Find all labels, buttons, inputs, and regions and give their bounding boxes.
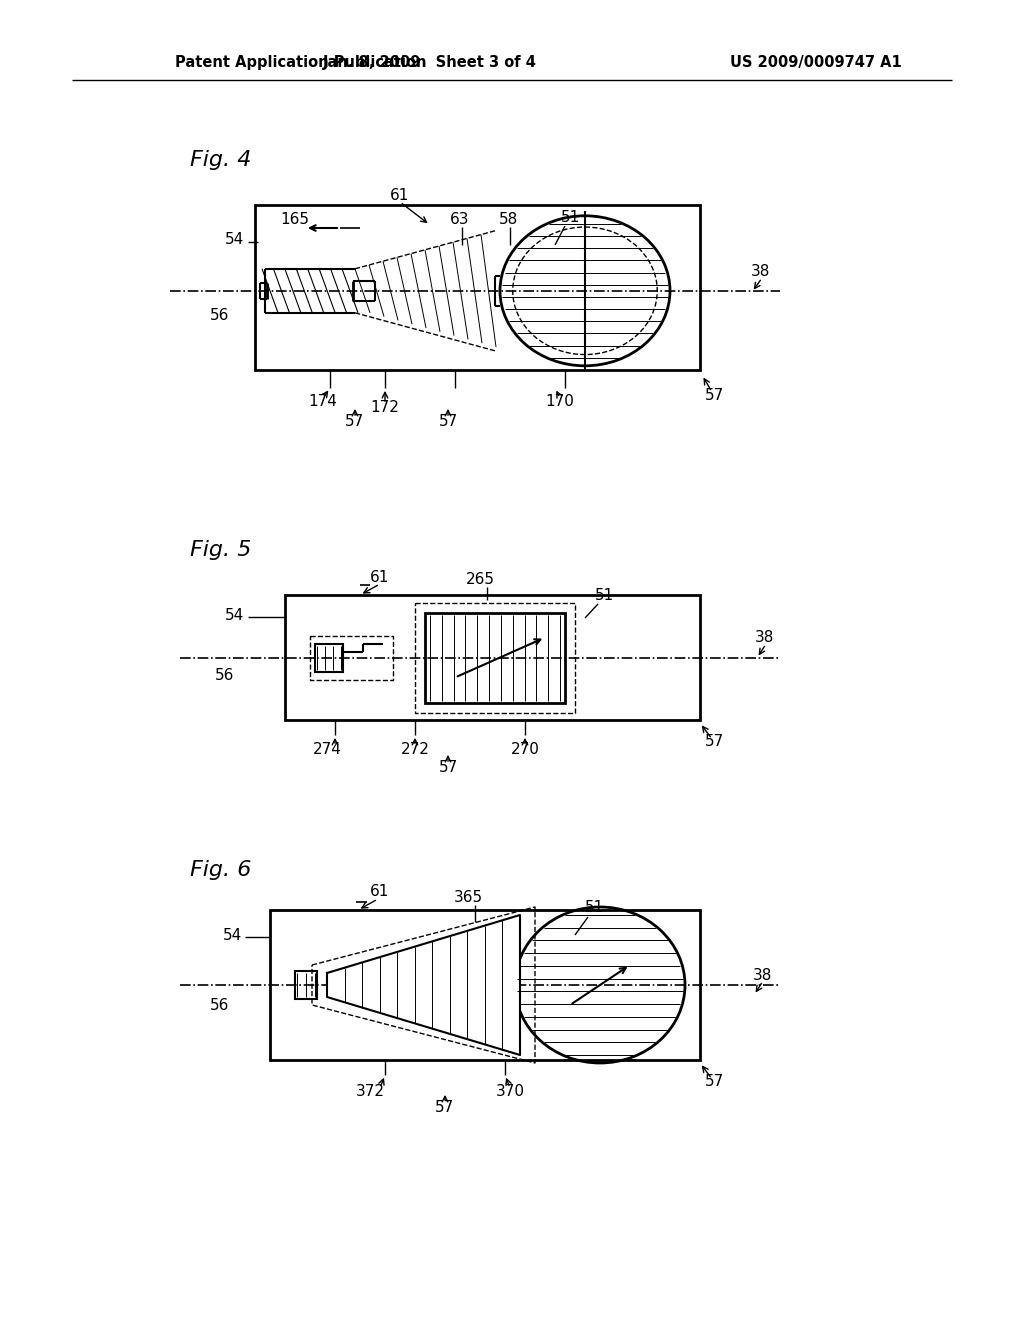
Bar <box>255 205 700 370</box>
Text: 57: 57 <box>345 414 365 429</box>
Text: 63: 63 <box>451 213 470 227</box>
Text: Fig. 5: Fig. 5 <box>190 540 251 560</box>
Text: 56: 56 <box>210 308 229 322</box>
Text: Fig. 6: Fig. 6 <box>190 861 251 880</box>
Text: 51: 51 <box>560 210 580 224</box>
Text: 57: 57 <box>435 1100 455 1114</box>
Text: Fig. 4: Fig. 4 <box>190 150 251 170</box>
Text: 38: 38 <box>756 631 775 645</box>
Bar <box>310 635 393 680</box>
Text: 274: 274 <box>312 742 341 758</box>
Text: 172: 172 <box>371 400 399 416</box>
Text: 61: 61 <box>390 187 410 202</box>
Bar <box>425 612 565 702</box>
Text: 61: 61 <box>371 570 390 586</box>
Text: 365: 365 <box>454 890 482 904</box>
Text: 61: 61 <box>371 884 390 899</box>
Polygon shape <box>327 915 520 1055</box>
Text: 56: 56 <box>210 998 229 1012</box>
Text: 57: 57 <box>706 734 725 750</box>
Text: 51: 51 <box>595 587 614 602</box>
Text: 54: 54 <box>225 607 245 623</box>
Text: 54: 54 <box>222 928 242 942</box>
Text: 51: 51 <box>586 900 604 916</box>
Text: 58: 58 <box>499 213 517 227</box>
Text: 56: 56 <box>215 668 234 682</box>
Text: 370: 370 <box>496 1085 524 1100</box>
Text: 57: 57 <box>706 388 725 403</box>
Text: 372: 372 <box>355 1085 384 1100</box>
Text: 174: 174 <box>308 395 338 409</box>
Text: Patent Application Publication: Patent Application Publication <box>175 54 427 70</box>
Bar <box>270 909 700 1060</box>
Bar <box>315 644 343 672</box>
Bar <box>285 595 700 719</box>
Text: 265: 265 <box>466 573 495 587</box>
Text: 165: 165 <box>281 213 309 227</box>
Text: US 2009/0009747 A1: US 2009/0009747 A1 <box>730 54 902 70</box>
Text: 38: 38 <box>753 968 772 982</box>
Text: 272: 272 <box>400 742 429 758</box>
Bar <box>295 972 317 999</box>
Text: 270: 270 <box>511 742 540 758</box>
Text: 57: 57 <box>706 1074 725 1089</box>
Text: 38: 38 <box>751 264 770 280</box>
Text: Jan. 8, 2009   Sheet 3 of 4: Jan. 8, 2009 Sheet 3 of 4 <box>323 54 537 70</box>
Bar <box>415 602 575 713</box>
Text: 170: 170 <box>546 395 574 409</box>
Text: 54: 54 <box>225 232 245 248</box>
Text: 57: 57 <box>438 414 458 429</box>
Text: 57: 57 <box>438 760 458 776</box>
